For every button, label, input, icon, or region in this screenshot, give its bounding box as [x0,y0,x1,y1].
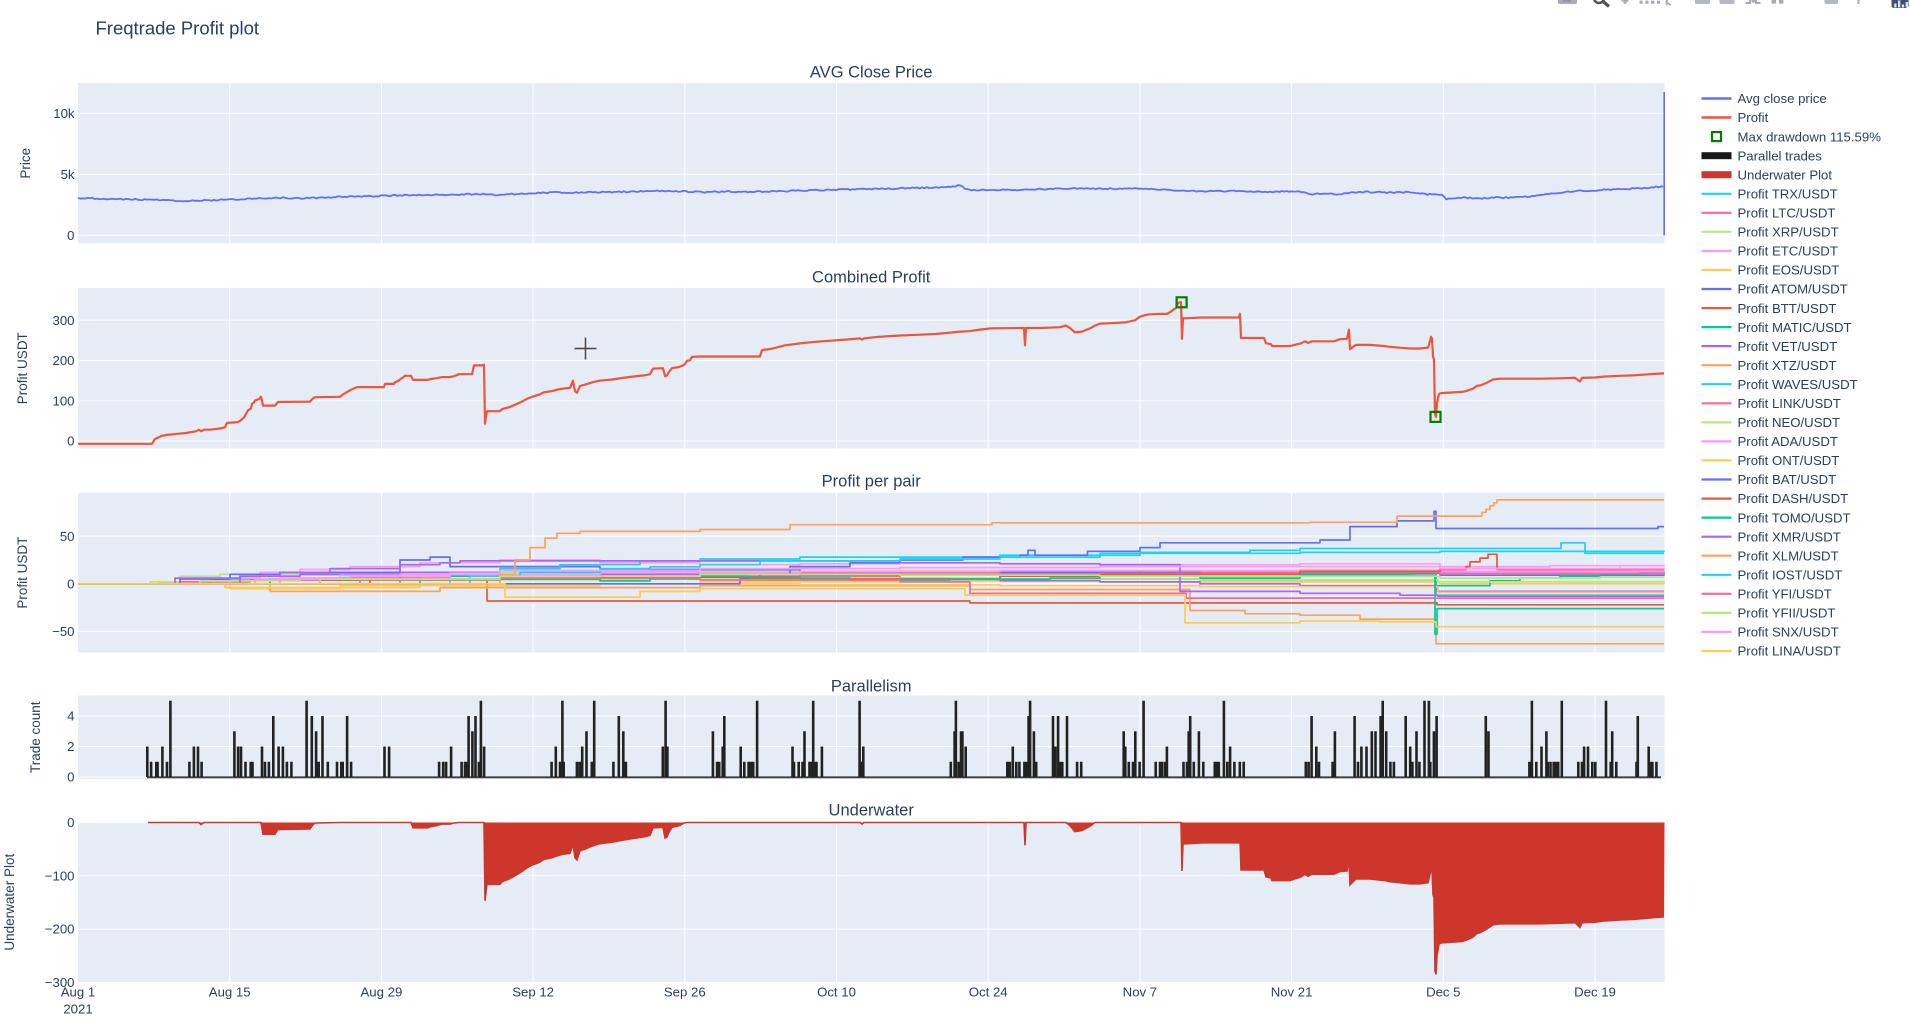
svg-text:Profit YFI/USDT: Profit YFI/USDT [1738,587,1832,602]
svg-text:Avg close price: Avg close price [1738,91,1827,106]
svg-text:Profit: Profit [1738,110,1769,125]
svg-text:Underwater: Underwater [829,802,915,820]
svg-text:Parallelism: Parallelism [831,678,912,696]
svg-text:Profit BAT/USDT: Profit BAT/USDT [1738,472,1837,487]
svg-text:300: 300 [52,313,74,328]
svg-text:10k: 10k [53,106,75,121]
svg-text:Max drawdown 115.59%: Max drawdown 115.59% [1738,129,1882,144]
svg-text:0: 0 [67,434,74,449]
svg-text:0: 0 [67,576,74,591]
svg-text:Nov 7: Nov 7 [1123,984,1157,999]
svg-text:Profit ADA/USDT: Profit ADA/USDT [1738,434,1838,449]
svg-text:−50: −50 [52,624,74,639]
svg-text:Profit XLM/USDT: Profit XLM/USDT [1738,548,1839,563]
svg-text:Profit DASH/USDT: Profit DASH/USDT [1738,491,1849,506]
svg-text:Profit VET/USDT: Profit VET/USDT [1738,339,1838,354]
svg-text:Profit USDT: Profit USDT [15,537,30,609]
svg-text:−300: −300 [45,975,75,990]
svg-text:Profit XMR/USDT: Profit XMR/USDT [1738,529,1841,544]
svg-text:4: 4 [67,709,74,724]
svg-text:Profit USDT: Profit USDT [15,332,30,404]
svg-text:0: 0 [67,815,74,830]
svg-text:50: 50 [60,529,75,544]
svg-text:Profit per pair: Profit per pair [822,473,922,491]
svg-text:0: 0 [67,228,74,243]
svg-text:Profit XTZ/USDT: Profit XTZ/USDT [1738,358,1837,373]
svg-text:Nov 21: Nov 21 [1271,984,1313,999]
svg-text:Profit EOS/USDT: Profit EOS/USDT [1738,263,1840,278]
svg-text:Profit SNX/USDT: Profit SNX/USDT [1738,625,1839,640]
svg-text:100: 100 [52,393,74,408]
svg-text:Dec 19: Dec 19 [1574,984,1616,999]
svg-text:Price: Price [18,148,33,179]
svg-text:Profit LINA/USDT: Profit LINA/USDT [1738,644,1841,659]
svg-text:Profit TOMO/USDT: Profit TOMO/USDT [1738,510,1851,525]
svg-text:Profit LINK/USDT: Profit LINK/USDT [1738,396,1841,411]
svg-text:AVG Close Price: AVG Close Price [810,64,933,82]
svg-text:Parallel trades: Parallel trades [1738,148,1823,163]
svg-text:Oct 10: Oct 10 [817,984,856,999]
svg-text:Underwater Plot: Underwater Plot [1738,167,1833,182]
svg-text:Freqtrade Profit plot: Freqtrade Profit plot [96,18,260,39]
svg-text:Aug 29: Aug 29 [360,984,402,999]
svg-text:Aug 15: Aug 15 [209,984,251,999]
svg-text:Combined Profit: Combined Profit [812,269,931,287]
svg-text:Profit WAVES/USDT: Profit WAVES/USDT [1738,377,1858,392]
svg-text:Underwater Plot: Underwater Plot [2,854,17,951]
svg-text:2: 2 [67,739,74,754]
svg-text:Sep 26: Sep 26 [664,984,706,999]
svg-text:Profit NEO/USDT: Profit NEO/USDT [1738,415,1841,430]
svg-text:−100: −100 [45,868,75,883]
svg-text:Profit XRP/USDT: Profit XRP/USDT [1738,225,1839,240]
svg-text:Trade count: Trade count [28,701,43,773]
svg-text:Aug 1: Aug 1 [61,984,95,999]
svg-text:200: 200 [52,353,74,368]
svg-text:Profit IOST/USDT: Profit IOST/USDT [1738,568,1843,583]
svg-text:2021: 2021 [63,1002,92,1017]
svg-text:Profit LTC/USDT: Profit LTC/USDT [1738,206,1836,221]
svg-text:Profit ONT/USDT: Profit ONT/USDT [1738,453,1840,468]
svg-text:Profit YFII/USDT: Profit YFII/USDT [1738,606,1836,621]
svg-text:Profit TRX/USDT: Profit TRX/USDT [1738,186,1838,201]
svg-text:0: 0 [67,770,74,785]
svg-text:Profit BTT/USDT: Profit BTT/USDT [1738,301,1837,316]
svg-text:Oct 24: Oct 24 [969,984,1008,999]
svg-text:Dec 5: Dec 5 [1426,984,1460,999]
svg-text:Profit ETC/USDT: Profit ETC/USDT [1738,244,1838,259]
svg-text:Sep 12: Sep 12 [512,984,554,999]
svg-text:5k: 5k [61,167,75,182]
svg-text:−200: −200 [45,922,75,937]
svg-text:Profit ATOM/USDT: Profit ATOM/USDT [1738,282,1848,297]
svg-text:Profit MATIC/USDT: Profit MATIC/USDT [1738,320,1852,335]
